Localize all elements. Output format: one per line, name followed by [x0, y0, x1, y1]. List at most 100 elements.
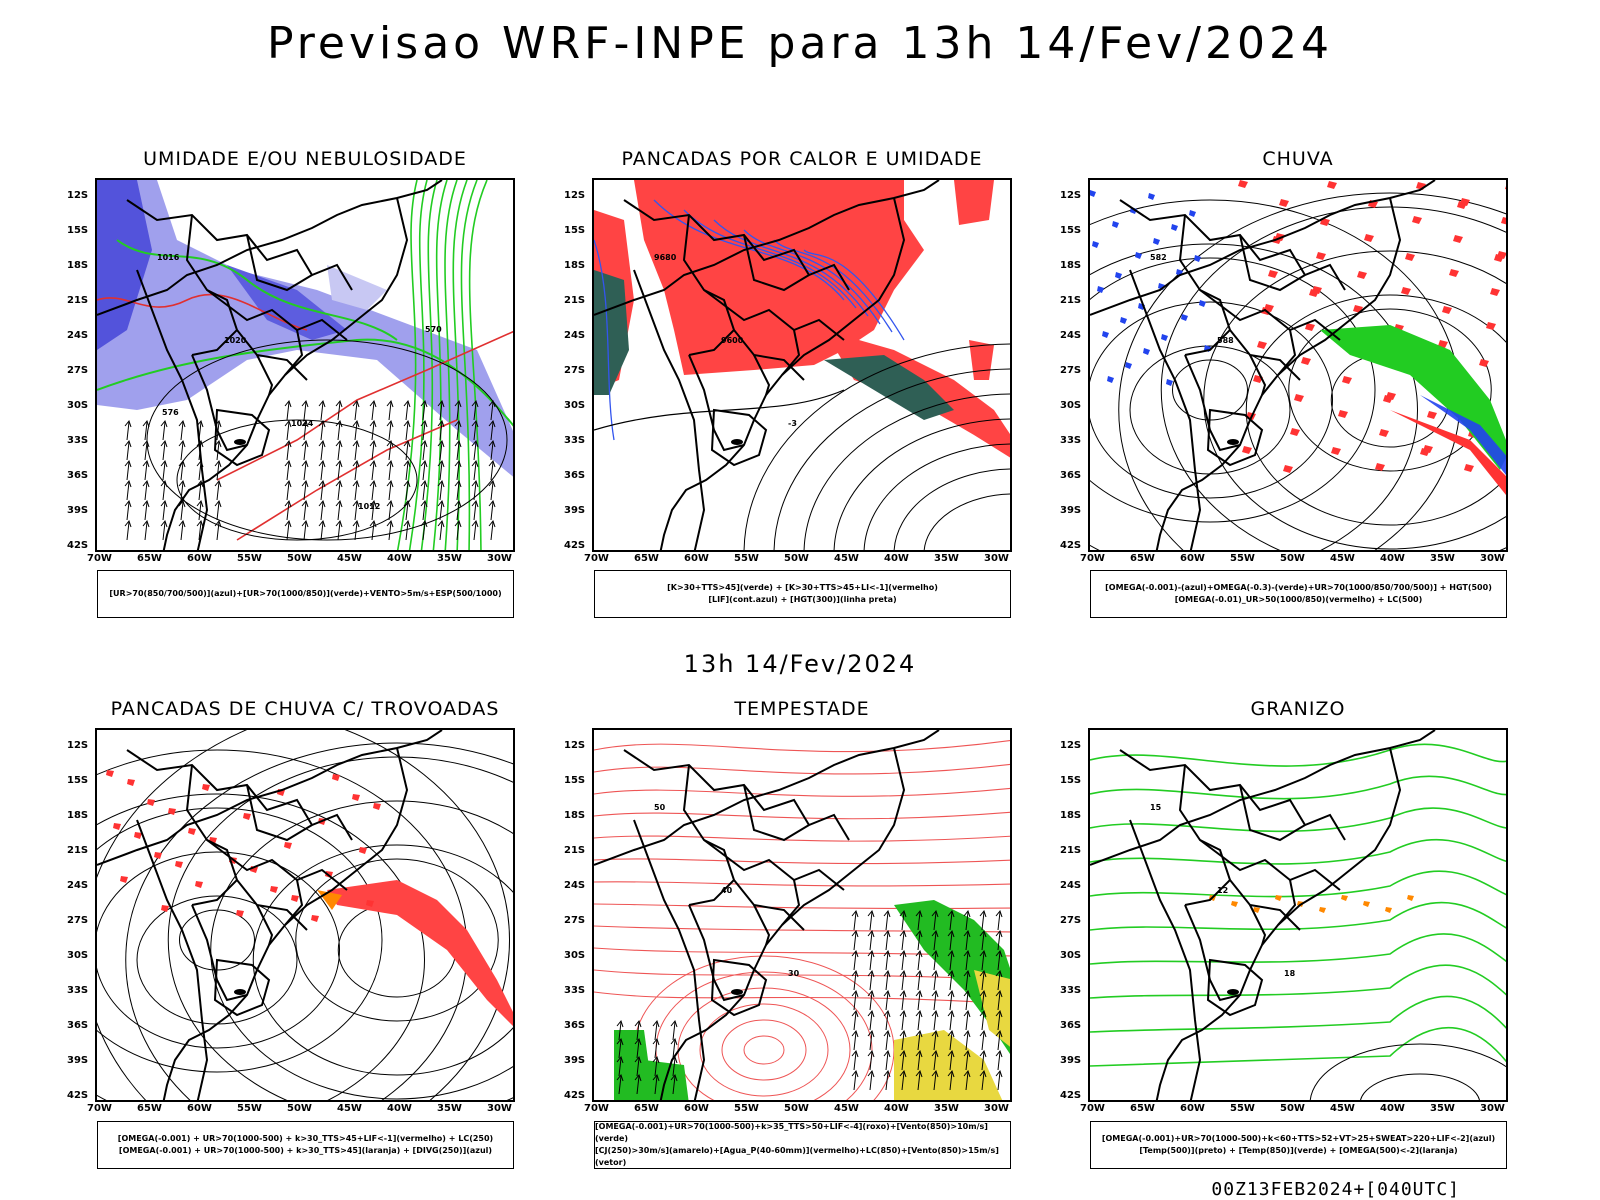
panel-title: PANCADAS DE CHUVA C/ TROVOADAS [110, 698, 500, 720]
lat-tick-label: 30S [1060, 400, 1082, 411]
lon-tick-label: 45W [337, 1103, 362, 1114]
lat-tick-label: 15S [564, 225, 586, 236]
contour-label: -3 [788, 419, 797, 428]
lon-tick-label: 70W [584, 553, 609, 564]
lat-tick-label: 39S [1060, 1055, 1082, 1066]
lon-tick-label: 55W [237, 1103, 262, 1114]
lon-tick-label: 60W [187, 1103, 212, 1114]
lon-tick-label: 65W [634, 553, 659, 564]
lon-tick-label: 35W [1430, 553, 1455, 564]
lat-tick-label: 24S [67, 330, 89, 341]
lon-tick-label: 40W [884, 1103, 909, 1114]
footer-run-info: 00Z13FEB2024+[040UTC] [1211, 1179, 1460, 1200]
lat-tick-label: 15S [67, 775, 89, 786]
lon-tick-label: 40W [1380, 1103, 1405, 1114]
lon-tick-label: 30W [984, 553, 1009, 564]
lon-tick-label: 35W [1430, 1103, 1455, 1114]
legend-line: [OMEGA(-0.001)+UR>70(1000-500)+k<60+TTS>… [1101, 1134, 1496, 1143]
lat-tick-label: 15S [1060, 775, 1082, 786]
lat-tick-label: 33S [564, 435, 586, 446]
lon-tick-label: 70W [1080, 553, 1105, 564]
lat-tick-label: 33S [564, 985, 586, 996]
lon-tick-label: 35W [437, 553, 462, 564]
lon-tick-label: 45W [1330, 1103, 1355, 1114]
panel-title: PANCADAS POR CALOR E UMIDADE [621, 148, 983, 170]
lon-tick-label: 55W [734, 1103, 759, 1114]
lat-tick-label: 21S [67, 295, 89, 306]
lat-tick-label: 21S [564, 845, 586, 856]
lat-tick-label: 18S [564, 810, 586, 821]
lon-tick-label: 35W [934, 553, 959, 564]
lat-tick-label: 18S [67, 260, 89, 271]
forecast-map: 1016 1020 1024 1012 570 576 [95, 178, 515, 552]
lon-tick-label: 50W [784, 1103, 809, 1114]
lon-tick-label: 70W [87, 1103, 112, 1114]
lat-tick-label: 27S [564, 915, 586, 926]
lon-tick-label: 70W [87, 553, 112, 564]
lat-tick-label: 36S [564, 470, 586, 481]
forecast-map [95, 728, 515, 1102]
lon-tick-label: 45W [834, 553, 859, 564]
contour-label: 582 [1150, 253, 1167, 262]
lat-tick-label: 27S [67, 915, 89, 926]
lat-tick-label: 12S [67, 190, 89, 201]
lon-tick-label: 55W [1230, 553, 1255, 564]
lat-tick-label: 36S [67, 470, 89, 481]
map-svg: 9680 9600 -3 [594, 180, 1010, 550]
lat-tick-label: 33S [1060, 985, 1082, 996]
map-svg: 50 40 30 [594, 730, 1010, 1100]
lon-tick-label: 50W [287, 553, 312, 564]
lat-tick-label: 30S [67, 400, 89, 411]
lat-tick-label: 12S [1060, 740, 1082, 751]
lon-tick-label: 30W [984, 1103, 1009, 1114]
map-svg: 1016 1020 1024 1012 570 576 [97, 180, 513, 550]
lon-tick-label: 70W [1080, 1103, 1105, 1114]
lat-tick-label: 30S [67, 950, 89, 961]
main-title: Previsao WRF-INPE para 13h 14/Fev/2024 [267, 18, 1333, 69]
lat-tick-label: 30S [1060, 950, 1082, 961]
lat-tick-label: 33S [67, 435, 89, 446]
contour-label: 30 [788, 969, 800, 978]
lat-tick-label: 21S [1060, 845, 1082, 856]
lat-tick-label: 24S [564, 880, 586, 891]
contour-label: 9680 [654, 253, 677, 262]
contour-label: 50 [654, 803, 666, 812]
lat-tick-label: 36S [1060, 470, 1082, 481]
lat-tick-label: 27S [1060, 915, 1082, 926]
legend-line: [LIF](cont.azul) + [HGT(300)](linha pret… [708, 595, 897, 604]
lat-tick-label: 18S [1060, 810, 1082, 821]
lon-tick-label: 35W [934, 1103, 959, 1114]
lon-tick-label: 65W [1130, 553, 1155, 564]
lon-tick-label: 60W [187, 553, 212, 564]
lat-tick-label: 12S [564, 740, 586, 751]
lon-tick-label: 60W [1180, 553, 1205, 564]
lat-tick-label: 18S [67, 810, 89, 821]
lon-tick-label: 45W [834, 1103, 859, 1114]
legend-line: [OMEGA(-0.001) + UR>70(1000-500) + k>30_… [118, 1146, 493, 1155]
contour-label: 588 [1217, 336, 1234, 345]
panel-legend: [OMEGA(-0.001)-(azul)+OMEGA(-0.3)-(verde… [1090, 570, 1507, 618]
lon-tick-label: 30W [1480, 1103, 1505, 1114]
contour-label: 1024 [291, 419, 314, 428]
lat-tick-label: 39S [67, 1055, 89, 1066]
contour-label: 576 [162, 408, 179, 417]
lat-tick-label: 42S [564, 1090, 586, 1101]
lat-tick-label: 36S [67, 1020, 89, 1031]
contour-label: 1012 [358, 502, 380, 511]
lat-tick-label: 27S [564, 365, 586, 376]
panel-title: GRANIZO [1250, 698, 1346, 720]
lat-tick-label: 24S [564, 330, 586, 341]
lat-tick-label: 42S [564, 540, 586, 551]
lat-tick-label: 39S [564, 505, 586, 516]
panel-title: UMIDADE E/OU NEBULOSIDADE [143, 148, 467, 170]
lat-tick-label: 24S [1060, 330, 1082, 341]
lon-tick-label: 65W [137, 553, 162, 564]
lon-tick-label: 40W [1380, 553, 1405, 564]
contour-label: 40 [721, 886, 733, 895]
lat-tick-label: 39S [1060, 505, 1082, 516]
lat-tick-label: 42S [1060, 1090, 1082, 1101]
lat-tick-label: 24S [1060, 880, 1082, 891]
mid-title: 13h 14/Fev/2024 [683, 650, 917, 678]
lon-tick-label: 30W [487, 553, 512, 564]
lon-tick-label: 60W [684, 1103, 709, 1114]
